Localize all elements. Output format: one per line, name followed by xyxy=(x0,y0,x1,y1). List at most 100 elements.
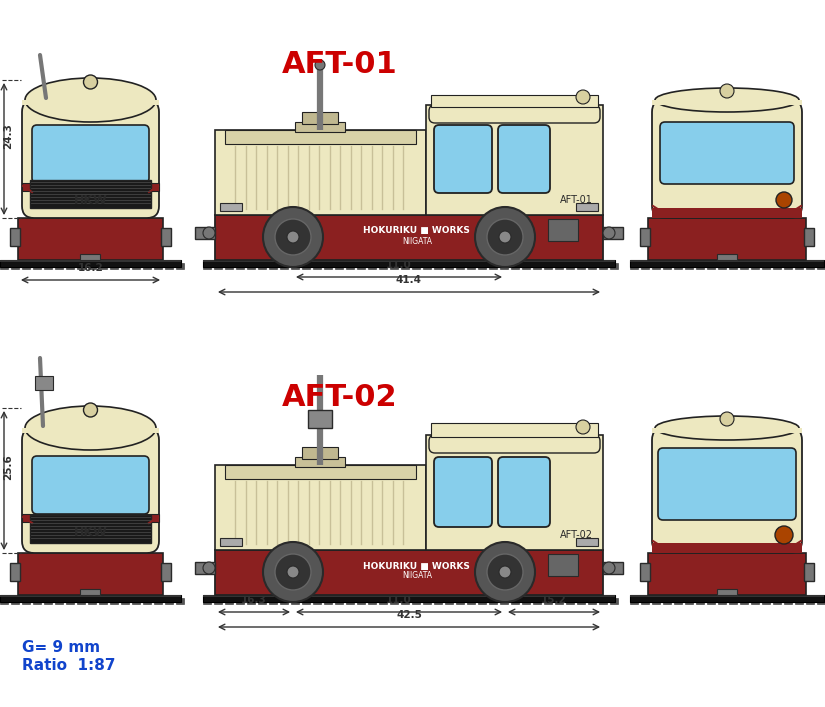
Bar xyxy=(203,263,211,269)
Bar xyxy=(804,228,814,246)
Bar xyxy=(685,263,693,269)
FancyBboxPatch shape xyxy=(434,457,492,527)
Bar xyxy=(154,263,162,269)
Bar xyxy=(663,263,671,269)
Bar xyxy=(80,589,100,595)
Bar xyxy=(0,260,181,267)
Bar xyxy=(379,598,387,604)
Circle shape xyxy=(720,412,734,426)
Bar xyxy=(368,598,376,604)
Text: NIIGATA: NIIGATA xyxy=(402,571,431,580)
Bar xyxy=(467,263,475,269)
Bar xyxy=(663,598,671,604)
Bar xyxy=(324,263,332,269)
Circle shape xyxy=(83,403,97,417)
Bar xyxy=(10,563,20,581)
Bar xyxy=(302,598,310,604)
FancyBboxPatch shape xyxy=(32,456,149,514)
Bar xyxy=(215,130,426,215)
Bar xyxy=(154,598,162,604)
Bar xyxy=(412,598,420,604)
Bar xyxy=(44,598,52,604)
Ellipse shape xyxy=(25,406,156,450)
Bar xyxy=(225,130,416,144)
Circle shape xyxy=(263,207,323,267)
Bar xyxy=(215,465,426,550)
Bar xyxy=(707,598,715,604)
Bar xyxy=(346,598,354,604)
FancyBboxPatch shape xyxy=(658,448,796,520)
Circle shape xyxy=(603,562,615,574)
Bar xyxy=(467,598,475,604)
Bar xyxy=(80,254,100,260)
Bar xyxy=(22,598,30,604)
FancyBboxPatch shape xyxy=(22,100,159,218)
Bar xyxy=(718,263,726,269)
Text: 25.6: 25.6 xyxy=(3,455,13,481)
Circle shape xyxy=(203,562,215,574)
Bar xyxy=(236,598,244,604)
Bar xyxy=(423,598,431,604)
Text: NIIGATA: NIIGATA xyxy=(402,237,431,245)
Text: Ratio  1:87: Ratio 1:87 xyxy=(22,658,116,674)
Text: HKW: HKW xyxy=(73,527,107,539)
Text: HOKURIKU ■ WORKS: HOKURIKU ■ WORKS xyxy=(363,226,470,235)
Bar xyxy=(652,598,660,604)
Bar xyxy=(203,260,615,262)
Bar xyxy=(0,595,181,602)
Ellipse shape xyxy=(655,416,799,440)
Bar xyxy=(203,260,615,267)
Bar xyxy=(718,598,726,604)
Bar xyxy=(548,219,578,241)
Bar xyxy=(161,563,171,581)
Bar xyxy=(456,598,464,604)
Bar xyxy=(295,122,345,132)
Text: 16.2: 16.2 xyxy=(78,263,103,273)
Bar xyxy=(500,598,508,604)
Bar xyxy=(630,595,824,602)
Bar xyxy=(313,263,321,269)
Bar xyxy=(434,598,442,604)
Bar xyxy=(456,263,464,269)
Bar xyxy=(773,263,781,269)
Bar xyxy=(22,100,159,105)
Bar xyxy=(784,263,792,269)
Bar xyxy=(88,263,96,269)
Bar xyxy=(88,598,96,604)
Bar xyxy=(110,598,118,604)
Bar xyxy=(806,263,814,269)
Bar xyxy=(610,598,618,604)
Bar xyxy=(143,263,151,269)
Bar xyxy=(544,263,552,269)
Bar xyxy=(548,554,578,576)
Bar xyxy=(55,598,63,604)
Bar xyxy=(214,598,222,604)
FancyBboxPatch shape xyxy=(498,125,550,193)
Text: G= 9 mm: G= 9 mm xyxy=(22,641,100,655)
Text: 11.0: 11.0 xyxy=(386,260,412,270)
Bar xyxy=(66,598,74,604)
Bar xyxy=(804,563,814,581)
Bar xyxy=(203,595,615,602)
Bar xyxy=(431,423,598,437)
Circle shape xyxy=(83,75,97,89)
Circle shape xyxy=(499,566,511,578)
Bar xyxy=(33,263,41,269)
Circle shape xyxy=(315,60,325,70)
Bar xyxy=(368,263,376,269)
Bar xyxy=(110,263,118,269)
Bar xyxy=(215,550,603,595)
Bar xyxy=(195,227,215,239)
Bar xyxy=(220,203,242,211)
Bar xyxy=(18,553,163,595)
Bar xyxy=(434,263,442,269)
Bar xyxy=(696,598,704,604)
FancyBboxPatch shape xyxy=(652,100,802,218)
Bar xyxy=(165,263,173,269)
Bar xyxy=(445,598,453,604)
Circle shape xyxy=(263,542,323,602)
Circle shape xyxy=(775,526,793,544)
Bar xyxy=(291,598,299,604)
Bar xyxy=(795,263,803,269)
Bar xyxy=(522,263,530,269)
